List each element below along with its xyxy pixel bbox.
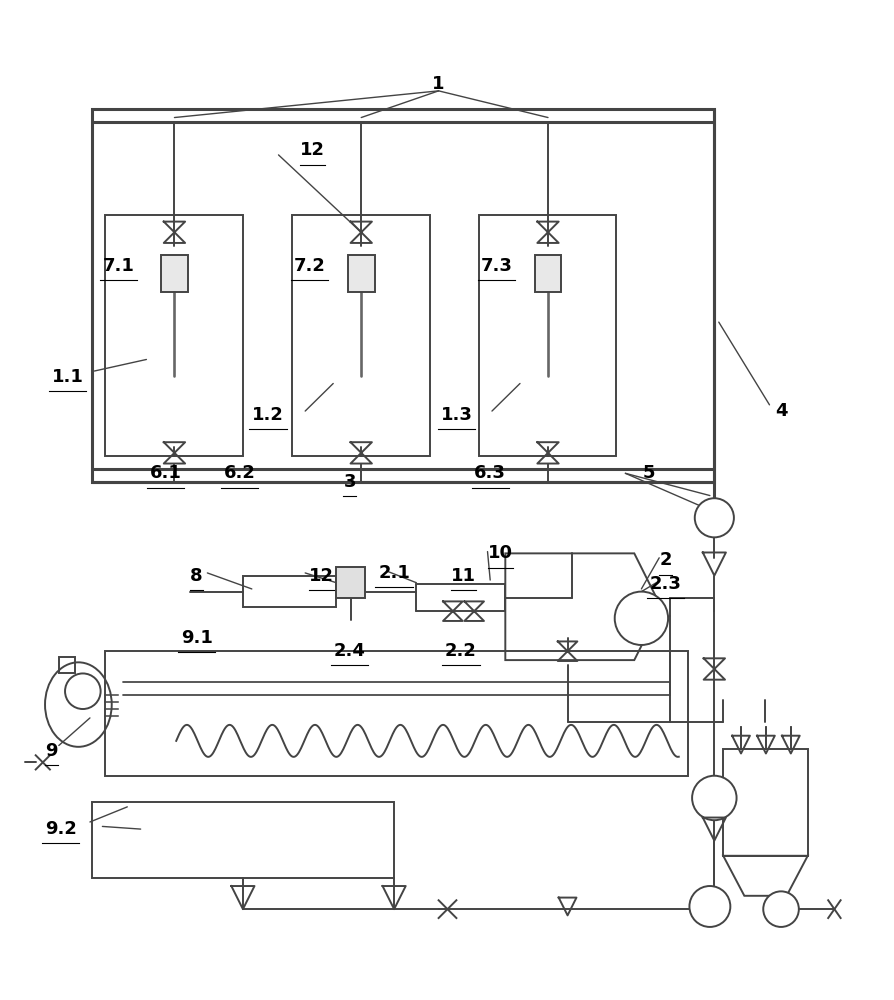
- Text: 10: 10: [488, 544, 513, 562]
- Text: 8: 8: [190, 567, 203, 585]
- Circle shape: [691, 776, 736, 820]
- Text: 1.1: 1.1: [52, 368, 83, 386]
- Circle shape: [694, 498, 733, 537]
- Text: 6.2: 6.2: [224, 464, 255, 482]
- Text: 2: 2: [658, 551, 670, 569]
- Bar: [91, 109, 713, 482]
- Text: 1.2: 1.2: [251, 406, 283, 424]
- Bar: [291, 215, 429, 456]
- Text: 6.3: 6.3: [474, 464, 506, 482]
- Text: 7.3: 7.3: [480, 257, 511, 275]
- Circle shape: [688, 886, 730, 927]
- Bar: [348, 255, 375, 292]
- Text: 5: 5: [642, 464, 654, 482]
- Text: 1.3: 1.3: [440, 406, 472, 424]
- Bar: [161, 255, 188, 292]
- Bar: [478, 215, 616, 456]
- Text: 6.1: 6.1: [149, 464, 181, 482]
- Bar: [105, 215, 242, 456]
- Text: 2.1: 2.1: [378, 564, 409, 582]
- Bar: [242, 576, 336, 607]
- Text: 7.2: 7.2: [293, 257, 325, 275]
- Circle shape: [763, 891, 798, 927]
- Circle shape: [614, 592, 667, 645]
- Bar: [336, 567, 365, 598]
- Bar: [91, 802, 393, 878]
- Text: 4: 4: [774, 402, 787, 420]
- Text: 3: 3: [343, 473, 356, 491]
- Text: 12: 12: [308, 567, 333, 585]
- Text: 12: 12: [299, 141, 325, 159]
- Text: 2.3: 2.3: [649, 575, 680, 593]
- Text: 9.2: 9.2: [45, 820, 77, 838]
- Text: 11: 11: [451, 567, 476, 585]
- Text: 1: 1: [432, 75, 444, 93]
- Text: 2.2: 2.2: [444, 642, 477, 660]
- Text: 9.1: 9.1: [181, 629, 213, 647]
- Text: 2.4: 2.4: [333, 642, 365, 660]
- Bar: [534, 255, 561, 292]
- Bar: [59, 657, 75, 673]
- Bar: [722, 749, 806, 856]
- Bar: [105, 651, 687, 776]
- Text: 9: 9: [46, 742, 58, 760]
- Text: 7.1: 7.1: [102, 257, 134, 275]
